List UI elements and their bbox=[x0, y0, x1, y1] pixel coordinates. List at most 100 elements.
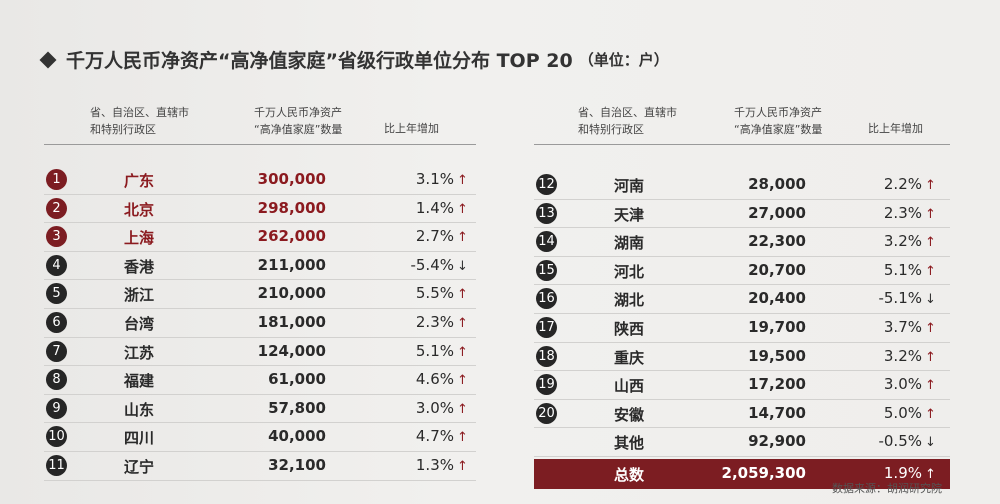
rank-badge: 4 bbox=[46, 254, 67, 276]
table-row: 12 河南 28,000 2.2% ↑ bbox=[534, 171, 950, 200]
yoy-change: 3.0% ↑ bbox=[854, 375, 936, 393]
yoy-change: 1.9% ↑ bbox=[854, 464, 936, 482]
change-header: 比上年增加 bbox=[384, 122, 439, 135]
region-header: 省、自治区、直辖市 和特别行政区 bbox=[578, 106, 677, 136]
count-header: 千万人民币净资产 “高净值家庭”数量 bbox=[734, 106, 823, 136]
data-source: 数据来源：胡润研究院 bbox=[832, 482, 942, 495]
region-name: 江苏 bbox=[124, 343, 155, 362]
yoy-change: 3.7% ↑ bbox=[854, 318, 936, 336]
household-count: 57,800 bbox=[268, 398, 326, 417]
change-value: 4.7% bbox=[415, 427, 454, 446]
table-row: 9 山东 57,800 3.0% ↑ bbox=[44, 395, 476, 424]
table-row: 8 福建 61,000 4.6% ↑ bbox=[44, 366, 476, 395]
arrow-up-icon: ↑ bbox=[925, 406, 936, 422]
arrow-up-icon: ↑ bbox=[925, 178, 936, 193]
yoy-change: 2.2% ↑ bbox=[854, 175, 936, 193]
household-count: 19,500 bbox=[748, 346, 806, 365]
change-value: 2.7% bbox=[415, 227, 454, 246]
rank-badge: 17 bbox=[536, 316, 557, 338]
change-value: 5.1% bbox=[883, 260, 922, 279]
right-table-header: 省、自治区、直辖市 和特别行政区 千万人民币净资产 “高净值家庭”数量 比上年增… bbox=[534, 104, 950, 145]
change-value: 3.2% bbox=[883, 346, 922, 365]
diamond-bullet-icon bbox=[39, 51, 57, 68]
household-count: 20,400 bbox=[748, 289, 806, 308]
region-name: 湖南 bbox=[614, 234, 645, 253]
table-row: 5 浙江 210,000 5.5% ↑ bbox=[44, 280, 476, 309]
yoy-change: 4.7% ↑ bbox=[384, 427, 468, 446]
household-count: 211,000 bbox=[257, 255, 326, 274]
rank-badge: 20 bbox=[536, 402, 557, 424]
region-name: 湖北 bbox=[614, 291, 645, 310]
yoy-change: 3.2% ↑ bbox=[854, 346, 936, 365]
change-value: -5.1% bbox=[878, 289, 922, 308]
rank-badge: 8 bbox=[46, 369, 67, 391]
rank-badge: 3 bbox=[46, 226, 67, 248]
household-count: 28,000 bbox=[748, 175, 806, 193]
yoy-change: 2.3% ↑ bbox=[854, 204, 936, 222]
arrow-down-icon: ↓ bbox=[925, 292, 936, 308]
yoy-change: 5.5% ↑ bbox=[384, 284, 468, 303]
arrow-up-icon: ↑ bbox=[457, 230, 468, 246]
yoy-change: 5.1% ↑ bbox=[854, 260, 936, 279]
yoy-change: -0.5% ↓ bbox=[854, 432, 936, 451]
yoy-change: -5.1% ↓ bbox=[854, 289, 936, 308]
change-value: 1.4% bbox=[415, 198, 454, 217]
arrow-up-icon: ↑ bbox=[457, 315, 468, 331]
yoy-change: 5.0% ↑ bbox=[854, 403, 936, 422]
yoy-change: 1.3% ↑ bbox=[384, 455, 468, 474]
region-name: 台湾 bbox=[124, 314, 155, 333]
rank-badge: 12 bbox=[536, 174, 557, 195]
yoy-change: 5.1% ↑ bbox=[384, 342, 468, 360]
yoy-change: -5.4% ↓ bbox=[384, 256, 467, 274]
household-count: 19,700 bbox=[748, 317, 806, 336]
table-row: 19 山西 17,200 3.0% ↑ bbox=[534, 371, 950, 400]
region-name: 辽宁 bbox=[124, 457, 155, 476]
arrow-up-icon: ↑ bbox=[457, 344, 468, 360]
table-row: 4 香港 211,000 -5.4% ↓ bbox=[44, 252, 476, 281]
yoy-change: 3.2% ↑ bbox=[854, 232, 936, 251]
household-count: 300,000 bbox=[257, 170, 326, 188]
rank-badge: 10 bbox=[46, 426, 67, 448]
rank-badge: 7 bbox=[46, 340, 67, 362]
yoy-change: 3.0% ↑ bbox=[384, 399, 468, 417]
table-row: 18 重庆 19,500 3.2% ↑ bbox=[534, 343, 950, 372]
right-table: 省、自治区、直辖市 和特别行政区 千万人民币净资产 “高净值家庭”数量 比上年增… bbox=[534, 104, 950, 489]
right-table-rows: 12 河南 28,000 2.2% ↑ 13 天津 27,000 2.3% ↑ 14 湖南 22,300… bbox=[534, 171, 950, 489]
table-row: 11 辽宁 32,100 1.3% ↑ bbox=[44, 452, 476, 481]
region-name: 重庆 bbox=[614, 348, 645, 367]
table-row: 13 天津 27,000 2.3% ↑ bbox=[534, 200, 950, 229]
table-row: 3 上海 262,000 2.7% ↑ bbox=[44, 223, 476, 252]
table-row: 16 湖北 20,400 -5.1% ↓ bbox=[534, 285, 950, 314]
arrow-up-icon: ↑ bbox=[925, 206, 936, 222]
rank-badge: 9 bbox=[46, 397, 67, 419]
region-name: 上海 bbox=[124, 229, 155, 248]
household-count: 27,000 bbox=[748, 203, 806, 222]
region-name: 安徽 bbox=[614, 405, 645, 424]
arrow-up-icon: ↑ bbox=[457, 173, 468, 188]
table-row: 7 江苏 124,000 5.1% ↑ bbox=[44, 338, 476, 367]
change-value: 1.3% bbox=[415, 455, 454, 474]
yoy-change: 1.4% ↑ bbox=[384, 198, 468, 217]
household-count: 14,700 bbox=[748, 403, 806, 422]
left-table-header: 省、自治区、直辖市 和特别行政区 千万人民币净资产 “高净值家庭”数量 比上年增… bbox=[44, 104, 476, 145]
arrow-down-icon: ↓ bbox=[925, 435, 936, 451]
arrow-up-icon: ↑ bbox=[457, 458, 468, 474]
change-value: 2.2% bbox=[883, 175, 922, 193]
region-name: 山东 bbox=[124, 400, 155, 419]
total-row: 总数 2,059,300 1.9% ↑ bbox=[534, 458, 950, 489]
rank-badge: 14 bbox=[536, 231, 557, 253]
rank-badge: 15 bbox=[536, 259, 557, 281]
region-name: 陕西 bbox=[614, 319, 645, 338]
change-value: -0.5% bbox=[878, 432, 922, 451]
change-value: 5.5% bbox=[415, 284, 454, 303]
household-count: 210,000 bbox=[257, 284, 326, 303]
change-value: 5.0% bbox=[883, 403, 922, 422]
household-count: 61,000 bbox=[268, 370, 326, 389]
rank-badge: 5 bbox=[46, 283, 67, 305]
region-name: 四川 bbox=[124, 429, 155, 448]
arrow-up-icon: ↑ bbox=[925, 235, 936, 251]
arrow-up-icon: ↑ bbox=[925, 466, 936, 482]
table-row: 6 台湾 181,000 2.3% ↑ bbox=[44, 309, 476, 338]
table-row: 2 北京 298,000 1.4% ↑ bbox=[44, 195, 476, 224]
rank-badge: 19 bbox=[536, 374, 557, 396]
